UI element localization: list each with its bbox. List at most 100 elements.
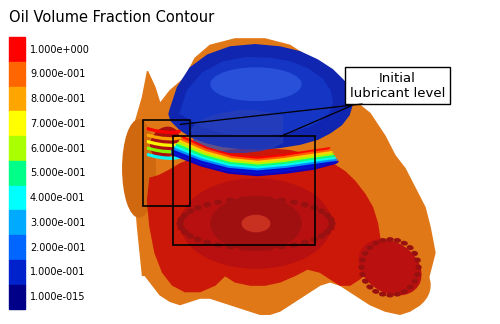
Ellipse shape (240, 246, 246, 250)
Text: Initial
lubricant level: Initial lubricant level (280, 72, 445, 137)
Polygon shape (148, 128, 180, 133)
Ellipse shape (182, 230, 188, 234)
Ellipse shape (226, 198, 234, 202)
Ellipse shape (359, 265, 364, 269)
Ellipse shape (311, 237, 318, 241)
Polygon shape (148, 149, 380, 292)
Ellipse shape (187, 234, 194, 238)
Bar (9, 111, 25, 136)
Text: 9.000e-001: 9.000e-001 (30, 69, 86, 79)
Ellipse shape (311, 206, 318, 210)
Text: 1.000e+000: 1.000e+000 (30, 45, 90, 55)
Polygon shape (148, 147, 180, 153)
Ellipse shape (367, 285, 372, 289)
Polygon shape (148, 134, 180, 140)
Ellipse shape (242, 215, 270, 232)
Ellipse shape (252, 246, 260, 250)
Bar (9, 87, 25, 111)
Ellipse shape (380, 239, 386, 242)
Ellipse shape (387, 294, 393, 297)
Ellipse shape (151, 127, 179, 158)
Polygon shape (181, 138, 331, 164)
Ellipse shape (194, 237, 201, 241)
Ellipse shape (412, 251, 418, 255)
Ellipse shape (402, 241, 407, 245)
Ellipse shape (302, 202, 308, 207)
Ellipse shape (290, 243, 298, 247)
Polygon shape (192, 111, 282, 152)
Ellipse shape (415, 258, 420, 262)
Ellipse shape (182, 213, 188, 217)
Ellipse shape (373, 290, 378, 293)
Ellipse shape (194, 206, 201, 210)
Ellipse shape (370, 259, 430, 311)
Ellipse shape (412, 279, 418, 283)
Polygon shape (175, 146, 336, 172)
Ellipse shape (318, 209, 325, 214)
Text: 1.000e-001: 1.000e-001 (30, 267, 86, 277)
Ellipse shape (329, 221, 335, 226)
Ellipse shape (187, 209, 194, 214)
Polygon shape (132, 39, 435, 314)
Ellipse shape (204, 202, 210, 207)
Text: 5.000e-001: 5.000e-001 (30, 168, 86, 178)
Ellipse shape (367, 246, 372, 249)
Ellipse shape (178, 226, 184, 230)
Ellipse shape (394, 239, 400, 242)
Text: 6.000e-001: 6.000e-001 (30, 144, 86, 154)
Bar (142, 120, 190, 206)
Ellipse shape (318, 234, 325, 238)
Ellipse shape (211, 197, 301, 250)
Ellipse shape (380, 293, 386, 296)
Polygon shape (182, 136, 330, 162)
Ellipse shape (266, 246, 272, 250)
Ellipse shape (408, 246, 413, 249)
Bar (172, 136, 315, 245)
Text: 2.000e-001: 2.000e-001 (30, 243, 86, 253)
Bar (9, 211, 25, 235)
Ellipse shape (387, 238, 393, 241)
Ellipse shape (178, 217, 184, 222)
Text: 3.000e-001: 3.000e-001 (30, 218, 86, 228)
Ellipse shape (211, 68, 301, 100)
Ellipse shape (302, 240, 308, 245)
Text: 7.000e-001: 7.000e-001 (30, 119, 86, 129)
Ellipse shape (226, 245, 234, 249)
Ellipse shape (402, 290, 407, 293)
Ellipse shape (252, 197, 260, 201)
Polygon shape (169, 45, 352, 149)
Polygon shape (172, 150, 338, 176)
Bar (9, 285, 25, 309)
Bar (9, 260, 25, 285)
Ellipse shape (214, 200, 222, 204)
Ellipse shape (123, 120, 155, 217)
Bar (9, 235, 25, 260)
Ellipse shape (373, 241, 378, 245)
Text: 1.000e-015: 1.000e-015 (30, 292, 86, 302)
Bar (9, 136, 25, 161)
Polygon shape (176, 144, 335, 170)
Ellipse shape (360, 272, 365, 276)
Ellipse shape (278, 198, 285, 202)
Polygon shape (174, 148, 337, 174)
Ellipse shape (177, 221, 183, 226)
Bar (9, 37, 25, 62)
Ellipse shape (204, 240, 210, 245)
Polygon shape (180, 58, 332, 135)
Ellipse shape (362, 279, 368, 283)
Ellipse shape (328, 226, 334, 230)
Polygon shape (178, 142, 334, 168)
Ellipse shape (416, 265, 421, 269)
Text: 4.000e-001: 4.000e-001 (30, 193, 86, 203)
Ellipse shape (415, 272, 420, 276)
Ellipse shape (408, 285, 413, 289)
Bar (9, 161, 25, 186)
Ellipse shape (240, 197, 246, 201)
Ellipse shape (324, 230, 330, 234)
Ellipse shape (324, 213, 330, 217)
Ellipse shape (278, 245, 285, 249)
Bar (9, 62, 25, 87)
Ellipse shape (290, 200, 298, 204)
Bar (9, 186, 25, 211)
Polygon shape (148, 141, 180, 146)
